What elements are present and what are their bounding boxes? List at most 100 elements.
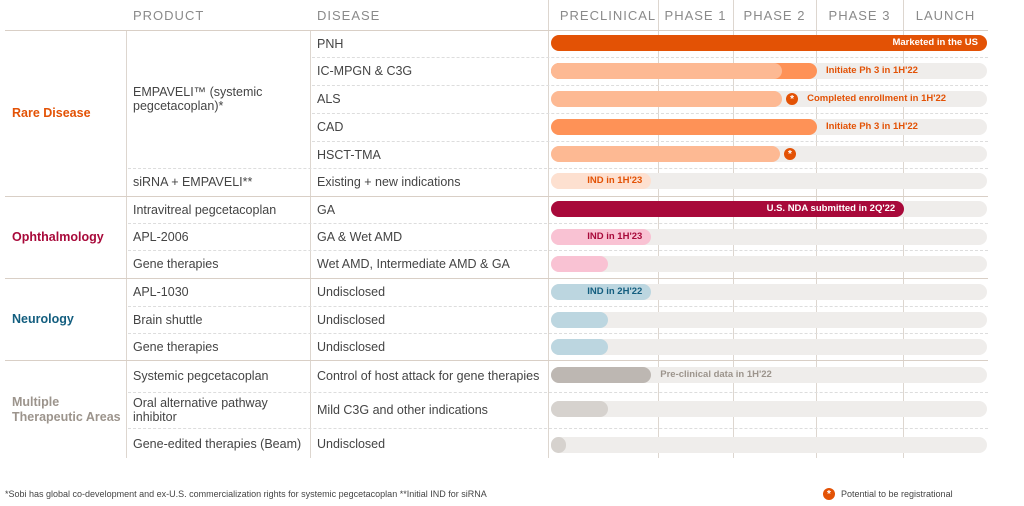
column-header-product: PRODUCT — [133, 8, 205, 23]
category-label-neurology: Neurology — [12, 311, 74, 326]
product-label: siRNA + EMPAVELI** — [133, 175, 253, 189]
progress-bar — [551, 229, 652, 245]
group-divider — [5, 360, 988, 361]
disease-label: Mild C3G and other indications — [317, 403, 488, 417]
column-header-launch: LAUNCH — [915, 8, 976, 23]
product-label: Gene therapies — [133, 339, 219, 354]
row-divider — [312, 113, 988, 114]
progress-bar — [551, 201, 905, 217]
legend: * Potential to be registrational — [823, 488, 1023, 501]
milestone-label: IND in 1H'23 — [587, 231, 643, 242]
milestone-label: Marketed in the US — [892, 37, 978, 48]
grid-line — [126, 30, 127, 458]
row-divider — [312, 85, 988, 86]
progress-track — [551, 401, 987, 417]
legend-label: Potential to be registrational — [841, 489, 953, 499]
footnote: *Sobi has global co-development and ex-U… — [5, 489, 487, 499]
product-label: Gene-edited therapies (Beam) — [133, 437, 302, 451]
star-icon: * — [786, 93, 799, 105]
row-divider — [128, 168, 988, 169]
progress-track: Initiate Ph 3 in 1H'22 — [551, 119, 987, 135]
disease-label: PNH — [317, 36, 344, 51]
star-icon: * — [823, 488, 835, 500]
progress-track: IND in 1H'23 — [551, 173, 987, 189]
disease-label: Wet AMD, Intermediate AMD & GA — [317, 257, 510, 271]
disease-label: CAD — [317, 120, 344, 134]
grid-line — [310, 30, 311, 458]
milestone-label: Completed enrollment in 1H'22 — [807, 93, 947, 104]
grid-line — [548, 0, 549, 458]
progress-track: Marketed in the US — [551, 35, 987, 51]
header-divider — [5, 30, 988, 31]
progress-track — [551, 256, 987, 272]
row-divider — [128, 333, 988, 334]
progress-track — [551, 339, 987, 355]
progress-track — [551, 312, 987, 328]
product-label: APL-1030 — [133, 285, 189, 299]
product-label: Oral alternative pathway inhibitor — [133, 396, 268, 424]
progress-bar — [551, 437, 567, 453]
disease-label: IC-MPGN & C3G — [317, 64, 413, 78]
column-header-phase-1: PHASE 1 — [664, 8, 727, 23]
disease-label: Control of host attack for gene therapie… — [317, 369, 540, 383]
progress-bar — [551, 91, 783, 107]
progress-bar — [551, 173, 652, 189]
progress-track: IND in 1H'23 — [551, 229, 987, 245]
row-divider — [128, 392, 988, 393]
column-header-disease: DISEASE — [317, 8, 381, 23]
progress-track: * Completed enrollment in 1H'22 — [551, 91, 987, 107]
category-label-rare-disease: Rare Disease — [12, 105, 91, 120]
progress-bar — [551, 339, 608, 355]
milestone-label: IND in 1H'23 — [587, 175, 643, 186]
progress-track: IND in 2H'22 — [551, 284, 987, 300]
column-header-phase-3: PHASE 3 — [828, 8, 891, 23]
group-divider — [5, 196, 988, 197]
row-divider — [128, 428, 988, 429]
progress-bar — [551, 367, 652, 383]
product-label: Intravitreal pegcetacoplan — [133, 202, 277, 217]
progress-track: Pre-clinical data in 1H'22 — [551, 367, 987, 383]
disease-label: Undisclosed — [317, 339, 386, 354]
column-header-preclinical: PRECLINICAL — [559, 8, 657, 23]
category-label-ophthalmology: Ophthalmology — [12, 229, 104, 244]
milestone-label: U.S. NDA submitted in 2Q'22 — [766, 203, 896, 214]
disease-label: GA & Wet AMD — [317, 229, 403, 244]
disease-label: Existing + new indications — [317, 175, 461, 189]
progress-track: U.S. NDA submitted in 2Q'22 — [551, 201, 987, 217]
product-label: Gene therapies — [133, 257, 219, 271]
milestone-label: Initiate Ph 3 in 1H'22 — [825, 121, 918, 132]
category-label-multiple-therapeutic-areas: Multiple Therapeutic Areas — [12, 395, 121, 424]
milestone-label: Pre-clinical data in 1H'22 — [660, 369, 772, 380]
disease-label: HSCT-TMA — [317, 147, 381, 162]
milestone-label: IND in 2H'22 — [587, 286, 643, 297]
product-label: APL-2006 — [133, 229, 189, 244]
progress-track: * — [551, 146, 987, 162]
progress-track: Initiate Ph 3 in 1H'22 — [551, 63, 987, 79]
row-divider — [128, 250, 988, 251]
progress-bar — [551, 146, 780, 162]
progress-track — [551, 437, 987, 453]
progress-bar-inner — [551, 63, 783, 79]
disease-label: Undisclosed — [317, 437, 386, 451]
disease-label: GA — [317, 202, 336, 217]
disease-label: Undisclosed — [317, 285, 386, 299]
row-divider — [312, 141, 988, 142]
progress-bar — [551, 256, 608, 272]
progress-bar — [551, 401, 608, 417]
star-icon: * — [783, 148, 796, 160]
progress-bar — [551, 312, 608, 328]
row-divider — [128, 223, 988, 224]
disease-label: Undisclosed — [317, 312, 386, 327]
column-header-phase-2: PHASE 2 — [743, 8, 806, 23]
milestone-label: Initiate Ph 3 in 1H'22 — [825, 65, 918, 76]
product-label: Brain shuttle — [133, 312, 203, 327]
progress-bar — [551, 284, 652, 300]
progress-bar — [551, 35, 987, 51]
product-label: Systemic pegcetacoplan — [133, 369, 269, 383]
row-divider — [128, 306, 988, 307]
group-divider — [5, 278, 988, 279]
progress-bar — [551, 119, 817, 135]
product-label: EMPAVELI™ (systemic pegcetacoplan)* — [133, 85, 263, 113]
row-divider — [312, 57, 988, 58]
disease-label: ALS — [317, 92, 341, 106]
